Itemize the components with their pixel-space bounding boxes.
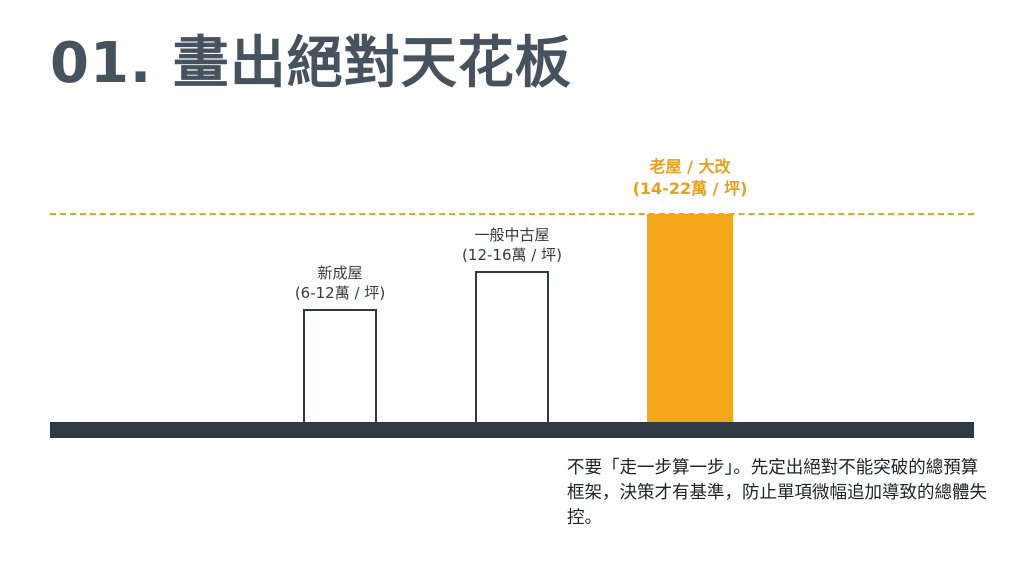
bar-price-range: (14-22萬 / 坪) [632,179,748,198]
explanation-text: 不要「走一步算一步」。先定出絕對不能突破的總預算框架，決策才有基準，防止單項微幅… [567,458,987,528]
bar-category-name: 老屋 / 大改 [649,157,731,176]
bar-3 [647,214,733,422]
bar-label-3: 老屋 / 大改 (14-22萬 / 坪) [610,156,770,200]
bar-2 [475,270,549,422]
bar-1 [303,308,377,422]
ceiling-line [50,213,974,215]
bar-label-2: 一般中古屋 (12-16萬 / 坪) [432,225,592,265]
bar-price-range: (6-12萬 / 坪) [294,283,386,302]
page-title: 01. 畫出絕對天花板 [50,31,572,96]
bar-category-name: 一般中古屋 [474,225,550,244]
bar-label-1: 新成屋 (6-12萬 / 坪) [260,263,420,303]
ground-baseline [50,422,974,438]
bar-category-name: 新成屋 [317,263,363,282]
bar-price-range: (12-16萬 / 坪) [462,245,562,264]
